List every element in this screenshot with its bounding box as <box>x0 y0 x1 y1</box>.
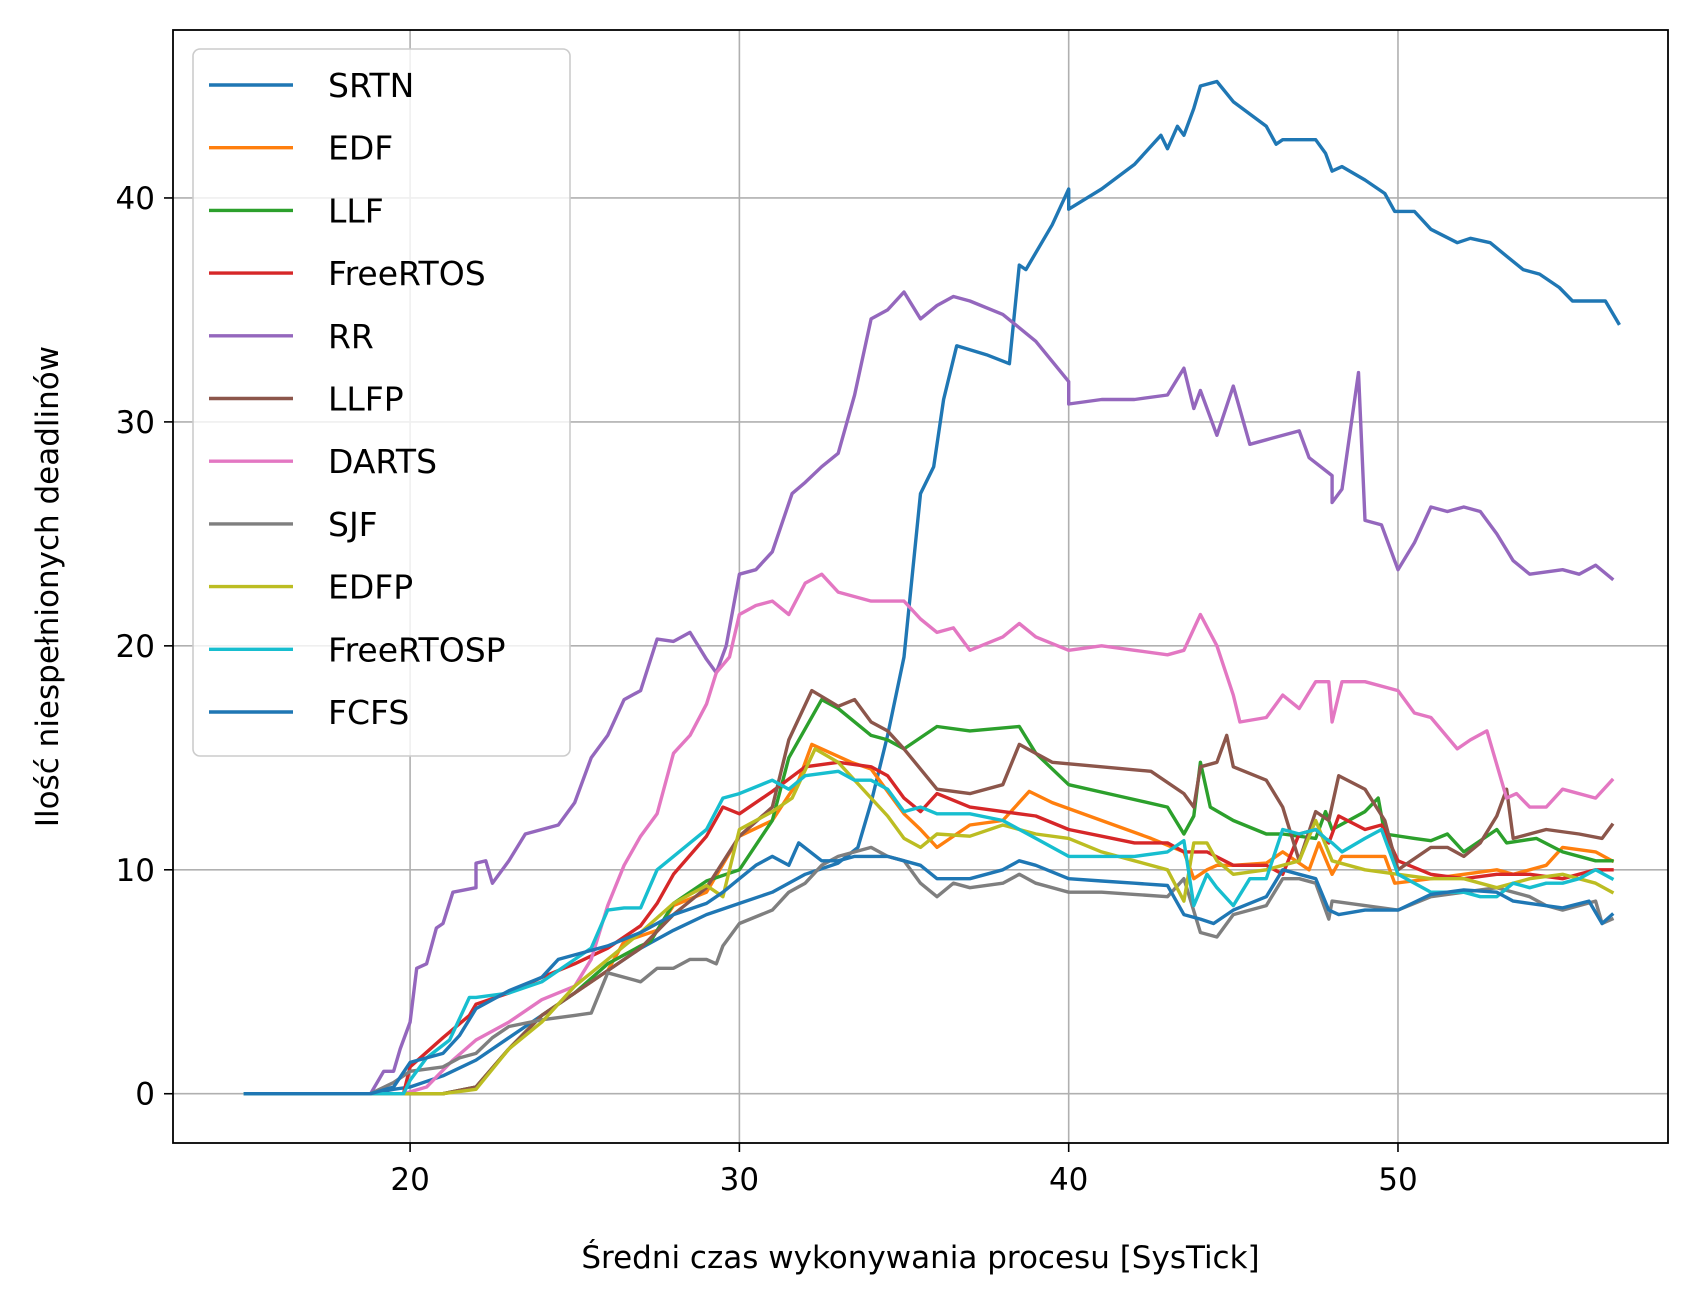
axes-frame <box>172 29 1669 1144</box>
x-tick-label-30: 30 <box>720 1162 759 1198</box>
legend-label-freertosp: FreeRTOSP <box>328 630 506 669</box>
series-line-freertos <box>243 760 1614 1096</box>
series-line-fcfs <box>243 841 1615 1096</box>
y-tick-label-30: 30 <box>116 405 155 441</box>
y-tick-label-20: 20 <box>116 629 155 665</box>
x-tick-label-20: 20 <box>390 1162 429 1198</box>
legend-label-llfp: LLFP <box>328 380 404 419</box>
y-axis-label: Ilość niespełnionych deadlinów <box>30 346 66 827</box>
plot-lines <box>243 79 1621 1096</box>
series-line-srtn <box>243 79 1621 1096</box>
y-tick-label-0: 0 <box>135 1077 155 1113</box>
series-line-rr <box>243 290 1615 1096</box>
x-tick-label-40: 40 <box>1049 1162 1088 1198</box>
legend-label-freertos: FreeRTOS <box>328 254 486 293</box>
legend-label-srtn: SRTN <box>328 66 414 105</box>
legend-label-darts: DARTS <box>328 442 437 481</box>
series-line-darts <box>243 572 1615 1096</box>
legend-box <box>192 48 571 757</box>
axis-ticks: 20 30 40 50 0 10 20 30 40 <box>116 181 1418 1198</box>
y-tick-label-40: 40 <box>116 181 155 217</box>
series-line-edf <box>243 742 1615 1096</box>
legend-label-sjf: SJF <box>328 505 378 544</box>
legend: SRTN EDF LLF FreeRTOS RR LLFP DARTS SJF EDFP Free… <box>192 48 571 757</box>
y-tick-label-10: 10 <box>116 853 155 889</box>
legend-label-fcfs: FCFS <box>328 693 409 732</box>
legend-label-edf: EDF <box>328 129 393 168</box>
series-line-sjf <box>243 845 1615 1096</box>
legend-label-llf: LLF <box>328 191 384 230</box>
series-line-freertosp <box>243 769 1615 1096</box>
x-axis-label: Średni czas wykonywania procesu [SysTick… <box>581 1239 1259 1276</box>
legend-label-rr: RR <box>328 317 374 356</box>
series-line-llfp <box>243 688 1615 1096</box>
x-tick-label-50: 50 <box>1378 1162 1417 1198</box>
legend-label-edfp: EDFP <box>328 568 413 607</box>
